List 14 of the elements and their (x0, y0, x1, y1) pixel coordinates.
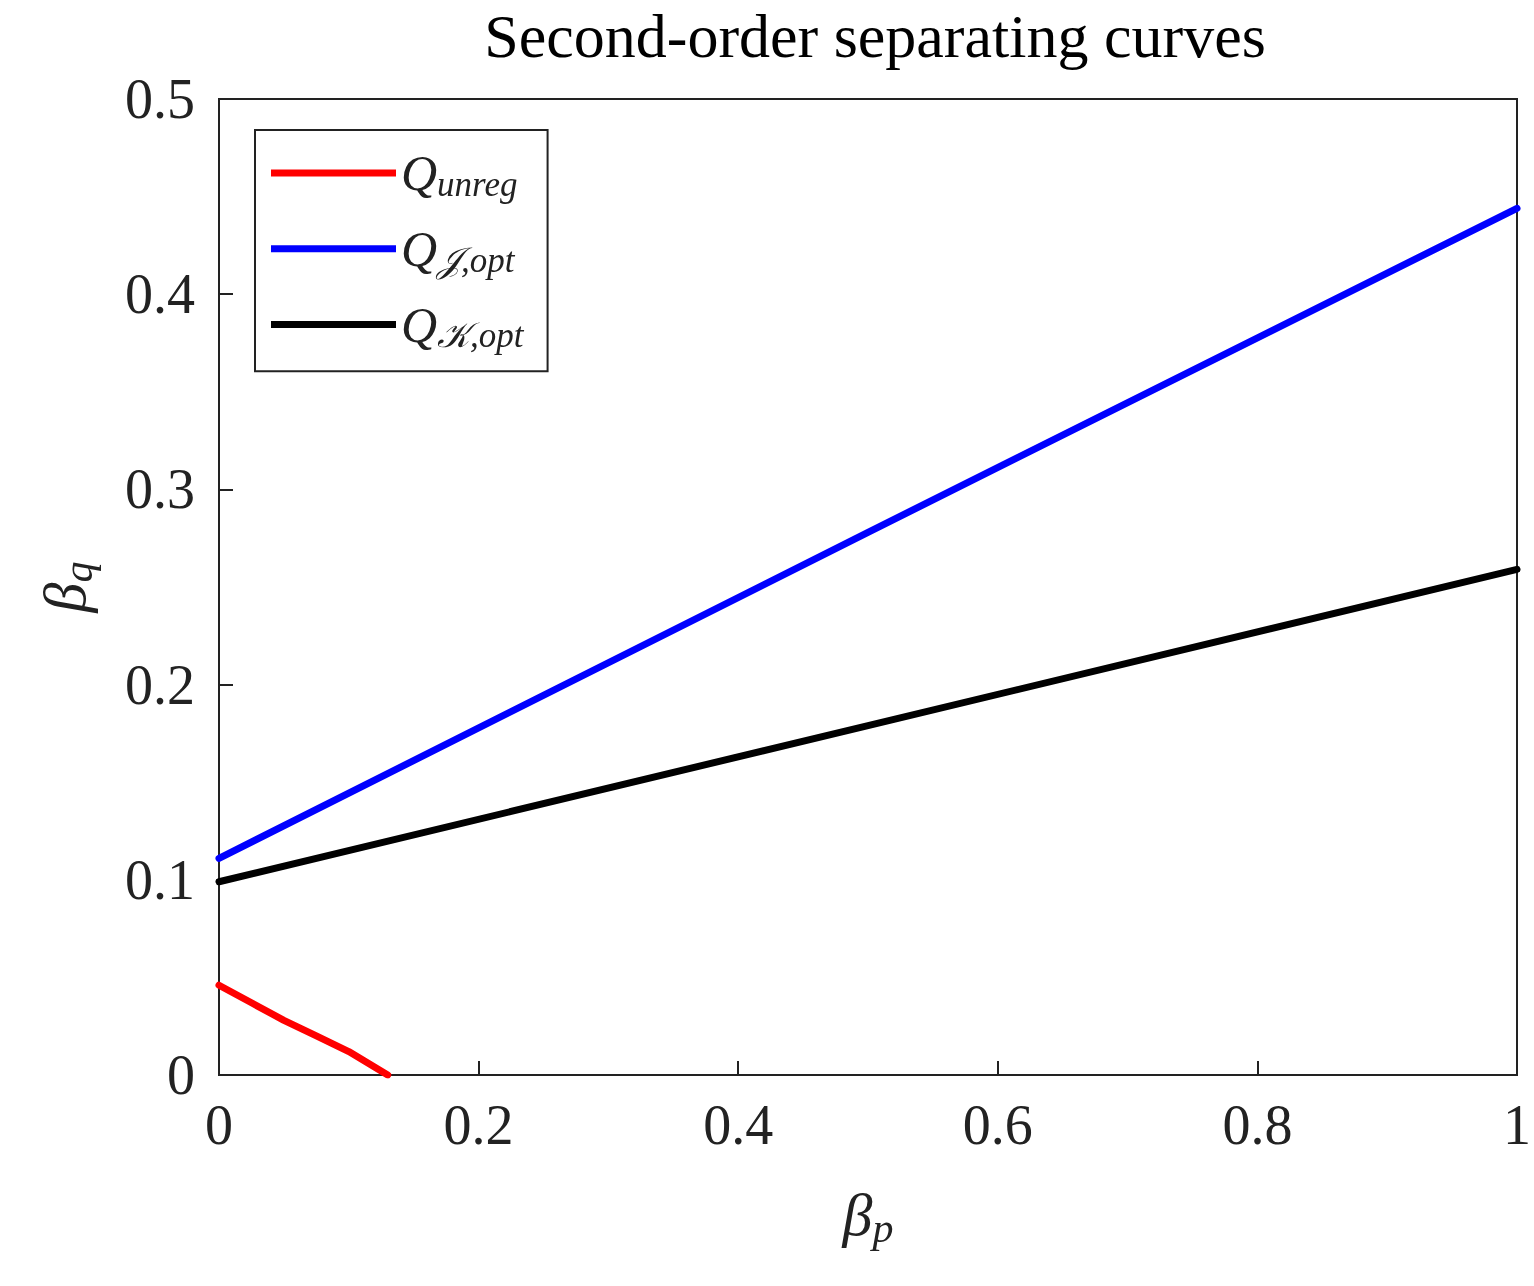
y-tick-label: 0.2 (125, 653, 195, 716)
y-tick-label: 0.4 (125, 263, 195, 326)
x-tick-label: 0.2 (443, 1094, 514, 1156)
x-tick-label: 0 (205, 1094, 233, 1156)
x-tick-label: 0.4 (703, 1094, 774, 1156)
y-tick-label: 0.3 (125, 458, 195, 521)
chart-title: Second-order separating curves (484, 2, 1266, 70)
y-axis-title: βq (31, 561, 101, 614)
x-tick-label: 0.8 (1222, 1094, 1293, 1156)
x-tick-label: 0.6 (962, 1094, 1033, 1156)
y-tick-label: 0.1 (125, 848, 195, 911)
x-tick-label: 1 (1503, 1094, 1531, 1156)
y-tick-label: 0.5 (125, 68, 195, 130)
y-tick-label: 0 (167, 1044, 195, 1106)
